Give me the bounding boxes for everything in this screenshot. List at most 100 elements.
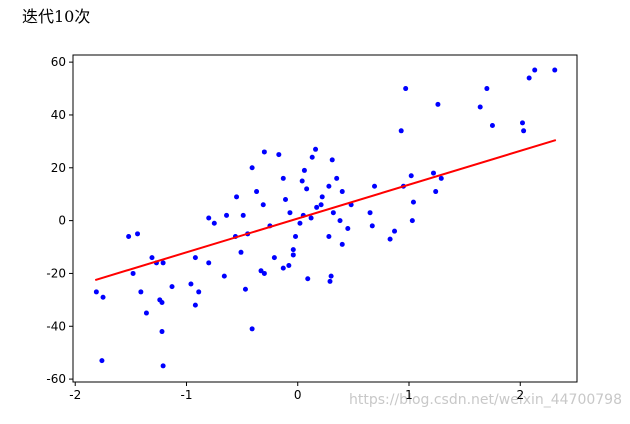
point [329,157,335,163]
point [126,233,132,239]
x-tick-label: -1 [180,388,192,402]
point [387,236,393,242]
point [211,220,217,226]
point [261,270,267,276]
x-tick-label: 1 [405,388,413,402]
point [188,281,194,287]
point [398,128,404,134]
point [308,215,314,221]
point [409,218,415,224]
point [159,299,165,305]
point [301,167,307,173]
x-tick-label: -2 [69,388,81,402]
point [367,210,373,216]
point [93,289,99,295]
caption: 迭代10次 [22,7,90,26]
point [224,212,230,218]
point [327,278,333,284]
point [392,228,398,234]
point [319,194,325,200]
point [309,154,315,160]
point [206,260,212,266]
point [318,202,324,208]
point [314,204,320,210]
point [403,86,409,92]
point [261,149,267,155]
point [258,268,264,274]
point [477,104,483,110]
y-tick-label: 60 [51,55,66,69]
point [339,189,345,195]
point [130,270,136,276]
point [330,210,336,216]
point [260,202,266,208]
point [238,249,244,255]
point [438,175,444,181]
point [328,273,334,279]
point [408,173,414,179]
y-tick-label: 40 [51,108,66,122]
point [249,326,255,332]
point [433,189,439,195]
y-tick-label: -40 [46,319,66,333]
y-tick-label: -20 [46,266,66,280]
point [372,183,378,189]
point [149,255,155,261]
point [345,226,351,232]
y-tick-label: 20 [51,161,66,175]
point [435,101,441,107]
point [519,120,525,126]
point [287,210,293,216]
point [532,67,538,73]
point [159,329,165,335]
point [290,252,296,258]
point [234,194,240,200]
fit-line [94,139,557,282]
point [334,175,340,181]
point [143,310,149,316]
x-tick-label: 2 [516,388,524,402]
point [297,220,303,226]
point [430,170,436,176]
point [410,199,416,205]
point [160,260,166,266]
point [280,175,286,181]
y-tick-label: 0 [58,214,66,228]
point [242,286,248,292]
point [489,123,495,129]
point [254,189,260,195]
point [369,223,375,229]
point [326,233,332,239]
point [240,212,246,218]
point [304,186,310,192]
point [521,128,527,134]
point [280,265,286,271]
point [337,218,343,224]
point [99,358,105,364]
point [339,241,345,247]
y-tick-label: -60 [46,372,66,386]
point [249,165,255,171]
point [192,302,198,308]
point [206,215,212,221]
point [135,231,141,237]
point [283,196,289,202]
point [100,294,106,300]
point [526,75,532,81]
point [313,146,319,152]
point [290,247,296,253]
point [138,289,144,295]
watermark: https://blog.csdn.net/weixin_44700798 [349,392,622,408]
point [305,276,311,282]
point [192,255,198,261]
point [552,67,558,73]
point [221,273,227,279]
point [286,263,292,269]
point [160,363,166,369]
point [326,183,332,189]
point [196,289,202,295]
axes-frame [72,54,578,383]
point [484,86,490,92]
point [299,178,305,184]
